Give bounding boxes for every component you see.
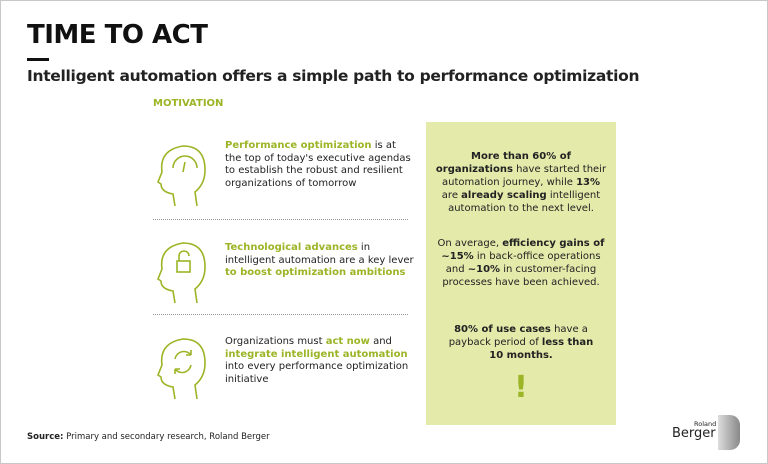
logo-bottom: Berger <box>672 426 716 441</box>
bold-text: already scaling <box>461 190 547 201</box>
highlight: integrate intelligent automation <box>225 348 408 360</box>
head-lock-icon <box>157 242 206 304</box>
text: intelligent automation to the next level… <box>448 190 601 214</box>
title-rule <box>27 58 49 61</box>
motivation-item: Organizations must act now and integrate… <box>153 333 408 403</box>
section-label: MOTIVATION <box>153 98 224 109</box>
text: On average, <box>437 238 503 249</box>
facts-panel: More than 60% of organizations have star… <box>426 122 616 425</box>
highlight: Technological advances <box>225 242 358 253</box>
fact: 80% of use cases have a payback period o… <box>446 323 596 362</box>
motivation-item: Technological advances in intelligent au… <box>153 237 414 307</box>
divider <box>153 219 408 220</box>
bold-text: 13% <box>576 177 600 188</box>
text: in intelligent automation are a key leve… <box>225 242 414 266</box>
highlight: to boost optimization ambitions <box>225 267 406 278</box>
source-text: Primary and secondary research, Roland B… <box>63 432 270 442</box>
bold-text: less than 10 months. <box>489 337 594 361</box>
text: have a payback period of <box>448 324 588 348</box>
motivation-item: Performance optimization is at the top o… <box>153 140 411 210</box>
text: into every performance optimization init… <box>225 361 409 385</box>
text: in back-office operations and <box>445 251 601 275</box>
page-subtitle: Intelligent automation offers a simple p… <box>27 67 640 85</box>
highlight: Performance optimization <box>225 140 372 151</box>
bold-text: 80% of use cases <box>454 324 551 335</box>
fact: More than 60% of organizations have star… <box>434 150 608 215</box>
exclamation-icon: ! <box>514 370 528 405</box>
source-note: Source: Primary and secondary research, … <box>27 432 270 442</box>
highlight: act now <box>325 336 370 347</box>
text: have started their automation journey, w… <box>442 164 607 188</box>
head-cycle-icon <box>157 338 206 400</box>
text: is at the top of today's executive agend… <box>225 140 411 189</box>
logo-b-mark <box>718 415 740 450</box>
divider <box>153 314 408 315</box>
bold-text: More than 60% of organizations <box>435 151 571 175</box>
fact: On average, efficiency gains of ~15% in … <box>434 237 608 289</box>
head-gauge-icon <box>157 145 206 207</box>
logo-top: Roland <box>694 420 717 428</box>
text: and <box>369 336 392 347</box>
text: Organizations must <box>225 336 326 347</box>
source-label: Source: <box>27 432 64 442</box>
bold-text: efficiency gains of ~15% <box>441 238 605 262</box>
text: in customer-facing processes have been a… <box>442 264 600 288</box>
bold-text: ~10% <box>467 264 501 275</box>
text: are <box>441 190 462 201</box>
page-title: TIME TO ACT <box>27 20 208 50</box>
